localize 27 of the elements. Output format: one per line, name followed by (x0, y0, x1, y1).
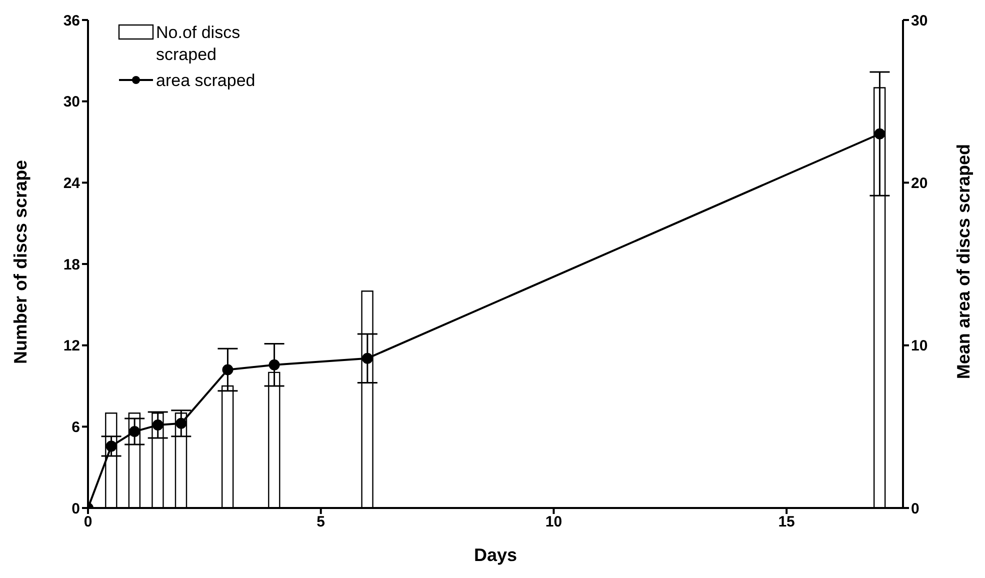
y2-tick-label: 30 (911, 12, 928, 30)
point (176, 418, 187, 429)
y2-tick-label: 0 (911, 500, 920, 518)
legend-label: area scraped (156, 70, 256, 92)
y-tick-label: 6 (72, 418, 80, 436)
x-tick-label: 5 (316, 514, 326, 531)
point (268, 359, 280, 370)
y-tick-label: 24 (63, 174, 81, 192)
y-tick-label: 36 (63, 12, 80, 30)
point (874, 128, 886, 140)
y-tick-label: 12 (63, 338, 80, 355)
x-tick-label: 10 (545, 514, 562, 531)
y-tick-label: 18 (63, 256, 80, 274)
y-axis-title: Number of discs scrape (10, 160, 30, 364)
x-axis-title: Days (474, 544, 518, 565)
y2-tick-label: 20 (911, 174, 928, 192)
x-tick-label: 0 (84, 514, 92, 531)
x-tick-label: 15 (778, 514, 795, 531)
point (152, 420, 164, 431)
point (362, 352, 373, 364)
y-tick-label: 0 (72, 500, 80, 518)
point (222, 364, 234, 376)
y-tick-label: 30 (63, 94, 80, 111)
y2-tick-label: 10 (911, 338, 928, 355)
point (129, 426, 140, 438)
point (106, 440, 117, 452)
y2-axis-title: Mean area of discs scraped (953, 144, 974, 380)
